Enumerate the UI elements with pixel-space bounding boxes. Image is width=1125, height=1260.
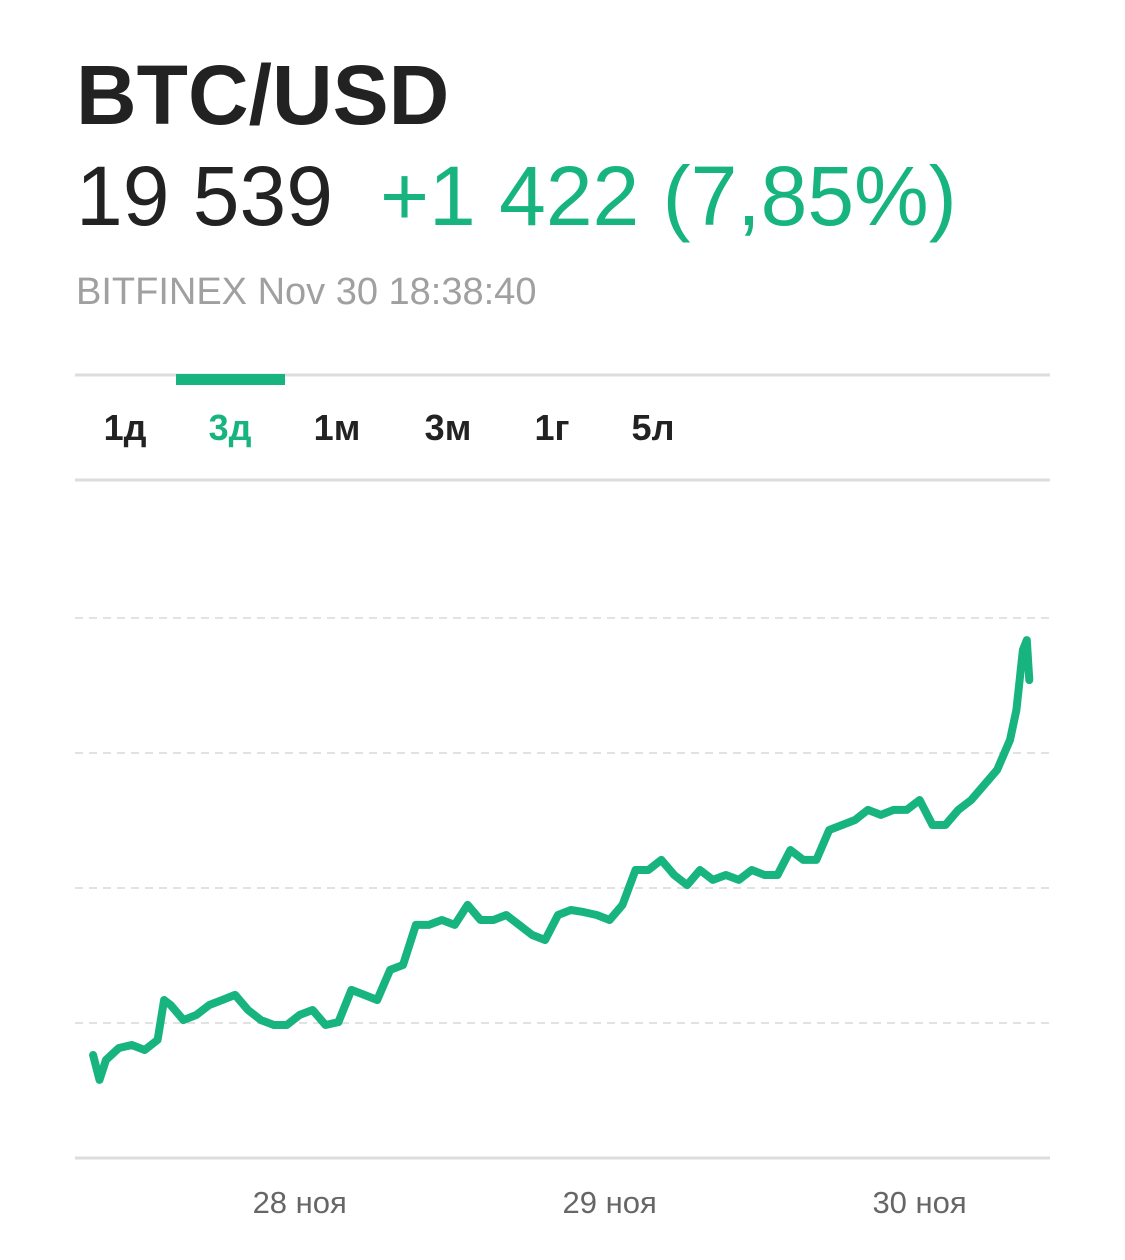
tab-bar: 1д 3д 1м 3м 1г 5л — [104, 374, 675, 448]
x-tick-label: 29 ноя — [563, 1185, 657, 1220]
chart: 28 ноя 29 ноя 30 ноя — [75, 617, 1050, 1220]
tab[interactable]: 1д — [104, 407, 147, 448]
tab[interactable]: 1г — [534, 407, 569, 448]
tab[interactable]: 3м — [425, 407, 472, 448]
price-line — [89, 636, 1034, 1084]
tab[interactable]: 5л — [632, 407, 675, 448]
x-tick-label: 30 ноя — [872, 1185, 966, 1220]
source-time: BITFINEX Nov 30 18:38:40 — [76, 271, 536, 313]
tab[interactable]: 3д — [209, 407, 252, 448]
ticker-title: BTC/USD — [76, 48, 449, 142]
price-change: +1 422 (7,85%) — [380, 149, 957, 243]
tab-indicator — [176, 374, 285, 385]
x-tick-label: 28 ноя — [253, 1185, 347, 1220]
tab[interactable]: 1м — [314, 407, 361, 448]
price: 19 539 — [76, 149, 333, 243]
